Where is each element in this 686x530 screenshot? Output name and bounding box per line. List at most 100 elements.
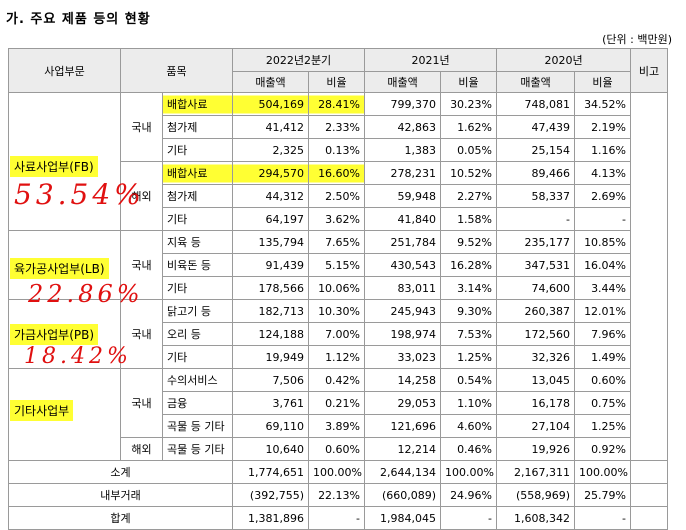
- ratio-cell: 12.01%: [574, 299, 632, 323]
- ratio-cell: 10.85%: [574, 230, 632, 254]
- sales-cell: 235,177: [496, 230, 576, 254]
- ratio-cell: 7.96%: [574, 322, 632, 346]
- sales-cell: 19,949: [232, 345, 309, 369]
- ratio-cell: 28.41%: [307, 92, 366, 116]
- ratio-cell: 22.13%: [307, 483, 366, 507]
- ratio-cell: 2.50%: [307, 184, 366, 208]
- ratio-cell: 16.60%: [307, 161, 366, 185]
- annotation-lb-label: 육가공사업부(LB): [10, 258, 109, 279]
- sales-cell: 14,258: [364, 368, 442, 392]
- sales-cell: 44,312: [232, 184, 309, 208]
- ratio-cell: 1.10%: [440, 391, 498, 415]
- region-domestic: 국내: [120, 230, 163, 300]
- sales-cell: 245,943: [364, 299, 442, 323]
- header-period-2022q2: 2022년2분기: [231, 48, 366, 72]
- sales-cell: 64,197: [232, 207, 309, 231]
- ratio-cell: 34.52%: [574, 92, 632, 116]
- sales-cell: 27,104: [496, 414, 576, 438]
- ratio-cell: 0.60%: [307, 437, 366, 461]
- sales-cell: 91,439: [232, 253, 309, 277]
- sales-cell: 2,325: [232, 138, 309, 162]
- ratio-cell: 1.12%: [307, 345, 366, 369]
- sales-cell: 42,863: [364, 115, 442, 139]
- ratio-cell: 0.05%: [440, 138, 498, 162]
- ratio-cell: 2.27%: [440, 184, 498, 208]
- sales-cell: 12,214: [364, 437, 442, 461]
- sales-cell: 124,188: [232, 322, 309, 346]
- sales-cell: 29,053: [364, 391, 442, 415]
- ratio-cell: -: [574, 506, 632, 530]
- ratio-cell: 0.46%: [440, 437, 498, 461]
- sales-cell: 1,608,342: [496, 506, 576, 530]
- ratio-cell: 10.06%: [307, 276, 366, 300]
- sales-cell: 504,169: [232, 92, 309, 116]
- sales-cell: 1,984,045: [364, 506, 442, 530]
- sales-cell: 1,774,651: [232, 460, 309, 484]
- ratio-cell: 3.14%: [440, 276, 498, 300]
- note-cell: [630, 506, 669, 530]
- header-ratio: 비율: [440, 71, 498, 93]
- region-overseas: 해외: [120, 437, 163, 461]
- sales-cell: (660,089): [364, 483, 442, 507]
- sales-cell: 1,383: [364, 138, 442, 162]
- total-label: 합계: [8, 506, 233, 530]
- sales-cell: 172,560: [496, 322, 576, 346]
- sales-cell: 1,381,896: [232, 506, 309, 530]
- sales-cell: 10,640: [232, 437, 309, 461]
- sales-cell: 2,167,311: [496, 460, 576, 484]
- item-cell: 지육 등: [162, 230, 233, 254]
- sales-cell: 32,326: [496, 345, 576, 369]
- ratio-cell: 0.92%: [574, 437, 632, 461]
- annotation-etc-label: 기타사업부: [10, 400, 74, 421]
- header-note: 비고: [630, 48, 669, 93]
- ratio-cell: 10.30%: [307, 299, 366, 323]
- sales-cell: 748,081: [496, 92, 576, 116]
- sales-cell: 182,713: [232, 299, 309, 323]
- sales-cell: 135,794: [232, 230, 309, 254]
- annotation-fb-label: 사료사업부(FB): [10, 156, 98, 177]
- item-cell: 첨가제: [162, 115, 233, 139]
- header-item: 품목: [120, 48, 233, 93]
- sales-cell: 178,566: [232, 276, 309, 300]
- item-cell: 오리 등: [162, 322, 233, 346]
- sales-cell: 13,045: [496, 368, 576, 392]
- header-period-2020: 2020년: [496, 48, 632, 72]
- note-cell: [630, 460, 669, 484]
- sales-cell: 278,231: [364, 161, 442, 185]
- ratio-cell: 16.04%: [574, 253, 632, 277]
- ratio-cell: 100.00%: [440, 460, 498, 484]
- annotation-pb-label: 가금사업부(PB): [10, 324, 99, 345]
- sales-cell: 799,370: [364, 92, 442, 116]
- sales-cell: 33,023: [364, 345, 442, 369]
- sales-cell: -: [496, 207, 576, 231]
- ratio-cell: 16.28%: [440, 253, 498, 277]
- ratio-cell: 1.16%: [574, 138, 632, 162]
- ratio-cell: 30.23%: [440, 92, 498, 116]
- header-period-2021: 2021년: [364, 48, 498, 72]
- ratio-cell: 4.60%: [440, 414, 498, 438]
- ratio-cell: 1.25%: [574, 414, 632, 438]
- annotation-fb-percent: 53.54%: [14, 178, 145, 211]
- sales-cell: 41,412: [232, 115, 309, 139]
- ratio-cell: -: [307, 506, 366, 530]
- ratio-cell: -: [440, 506, 498, 530]
- sales-cell: 74,600: [496, 276, 576, 300]
- ratio-cell: 3.89%: [307, 414, 366, 438]
- ratio-cell: 1.62%: [440, 115, 498, 139]
- sales-cell: (392,755): [232, 483, 309, 507]
- sales-cell: 69,110: [232, 414, 309, 438]
- ratio-cell: 3.44%: [574, 276, 632, 300]
- item-cell: 첨가제: [162, 184, 233, 208]
- sales-cell: 25,154: [496, 138, 576, 162]
- sales-cell: 347,531: [496, 253, 576, 277]
- ratio-cell: 2.33%: [307, 115, 366, 139]
- ratio-cell: 5.15%: [307, 253, 366, 277]
- item-cell: 기타: [162, 276, 233, 300]
- item-cell: 금융: [162, 391, 233, 415]
- sales-cell: 3,761: [232, 391, 309, 415]
- ratio-cell: 3.62%: [307, 207, 366, 231]
- ratio-cell: 24.96%: [440, 483, 498, 507]
- sales-cell: 58,337: [496, 184, 576, 208]
- ratio-cell: 7.65%: [307, 230, 366, 254]
- ratio-cell: 0.60%: [574, 368, 632, 392]
